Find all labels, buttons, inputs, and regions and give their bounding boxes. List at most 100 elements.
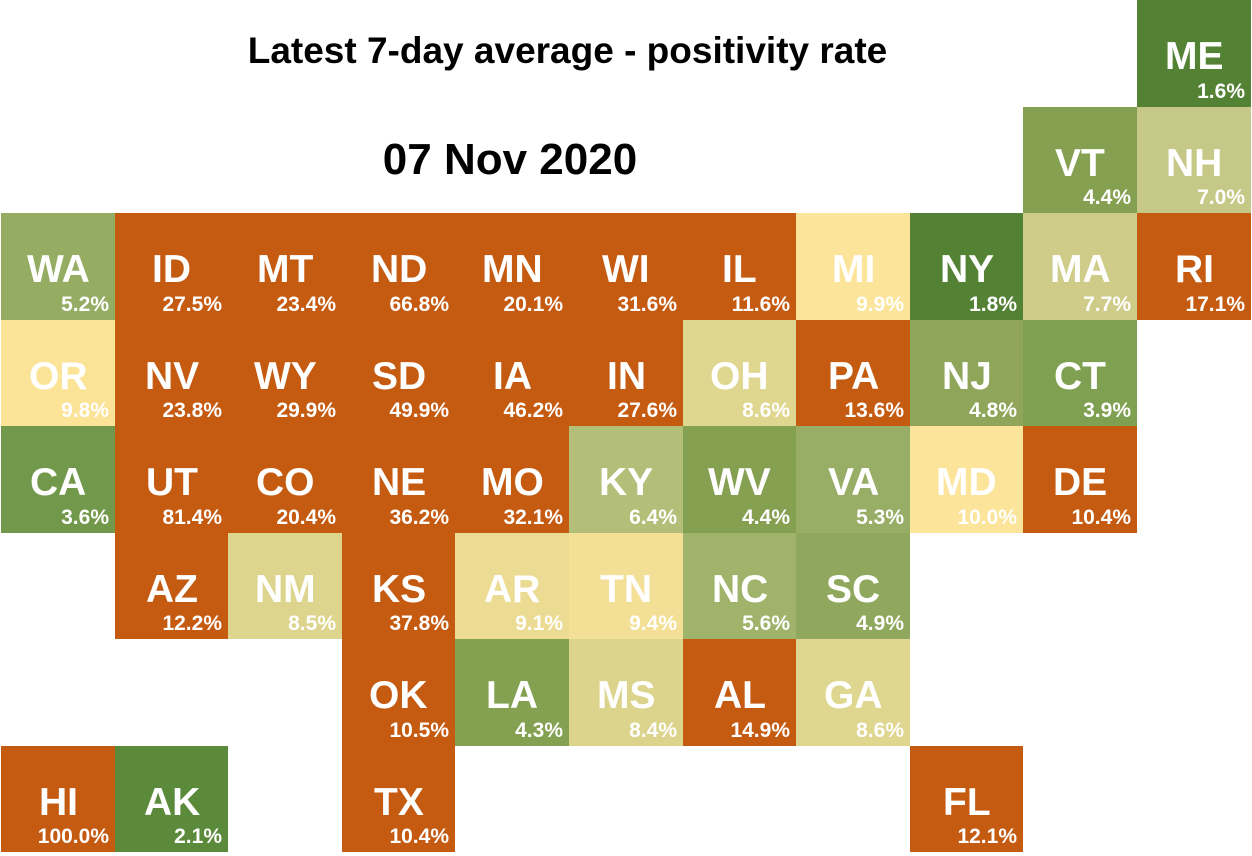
state-tile-ms: MS 8.4% <box>569 639 683 746</box>
state-abbr: MS <box>597 674 656 717</box>
state-positivity-value: 100.0% <box>37 825 109 848</box>
state-abbr: NJ <box>942 355 992 398</box>
state-tile-ak: AK 2.1% <box>115 746 228 852</box>
state-positivity-value: 32.1% <box>503 506 563 529</box>
state-tile-nd: ND 66.8% <box>342 213 455 320</box>
state-abbr: NM <box>255 568 316 611</box>
state-tile-co: CO 20.4% <box>228 426 342 533</box>
state-positivity-value: 27.6% <box>617 399 677 422</box>
state-positivity-value: 7.7% <box>1083 293 1131 316</box>
state-abbr: OH <box>710 355 769 398</box>
state-positivity-value: 27.5% <box>162 293 222 316</box>
state-tile-me: ME 1.6% <box>1137 0 1251 107</box>
state-abbr: WY <box>254 355 317 398</box>
state-tile-ct: CT 3.9% <box>1023 320 1137 426</box>
state-tile-ga: GA 8.6% <box>796 639 910 746</box>
state-tile-or: OR 9.8% <box>1 320 115 426</box>
state-abbr: DE <box>1053 461 1108 504</box>
state-tile-sd: SD 49.9% <box>342 320 455 426</box>
state-tile-wy: WY 29.9% <box>228 320 342 426</box>
state-positivity-value: 23.8% <box>162 399 222 422</box>
state-tile-ma: MA 7.7% <box>1023 213 1137 320</box>
state-abbr: AR <box>484 568 541 611</box>
state-abbr: ME <box>1165 35 1224 78</box>
state-positivity-value: 37.8% <box>389 612 449 635</box>
state-positivity-value: 8.6% <box>856 719 904 742</box>
state-abbr: FL <box>943 781 991 824</box>
state-tile-ca: CA 3.6% <box>1 426 115 533</box>
state-abbr: WV <box>708 461 771 504</box>
state-positivity-value: 4.9% <box>856 612 904 635</box>
state-tile-ia: IA 46.2% <box>455 320 569 426</box>
state-tile-ar: AR 9.1% <box>455 533 569 639</box>
state-abbr: CA <box>30 461 87 504</box>
state-tile-nc: NC 5.6% <box>683 533 796 639</box>
state-abbr: ID <box>152 248 191 291</box>
state-positivity-value: 6.4% <box>629 506 677 529</box>
state-positivity-value: 12.2% <box>162 612 222 635</box>
state-positivity-value: 1.6% <box>1197 80 1245 103</box>
state-abbr: MA <box>1050 248 1111 291</box>
state-abbr: CT <box>1054 355 1106 398</box>
state-tile-wv: WV 4.4% <box>683 426 796 533</box>
state-tile-nm: NM 8.5% <box>228 533 342 639</box>
state-positivity-value: 7.0% <box>1197 186 1245 209</box>
state-abbr: HI <box>39 781 78 824</box>
state-abbr: MN <box>482 248 543 291</box>
state-tile-nv: NV 23.8% <box>115 320 228 426</box>
state-positivity-value: 8.4% <box>629 719 677 742</box>
state-tile-id: ID 27.5% <box>115 213 228 320</box>
state-tile-va: VA 5.3% <box>796 426 910 533</box>
state-abbr: IN <box>607 355 646 398</box>
state-tile-sc: SC 4.9% <box>796 533 910 639</box>
state-abbr: SD <box>372 355 427 398</box>
state-abbr: TN <box>600 568 652 611</box>
state-tile-ky: KY 6.4% <box>569 426 683 533</box>
state-positivity-value: 4.3% <box>515 719 563 742</box>
state-abbr: IL <box>722 248 757 291</box>
state-abbr: GA <box>824 674 883 717</box>
state-positivity-value: 10.4% <box>1071 506 1131 529</box>
state-positivity-value: 4.8% <box>969 399 1017 422</box>
state-abbr: AK <box>144 781 201 824</box>
state-abbr: KS <box>372 568 427 611</box>
state-positivity-value: 10.5% <box>389 719 449 742</box>
state-abbr: LA <box>486 674 538 717</box>
state-positivity-value: 3.6% <box>61 506 109 529</box>
state-positivity-value: 8.5% <box>288 612 336 635</box>
state-abbr: IA <box>493 355 532 398</box>
map-title: Latest 7-day average - positivity rate <box>247 30 888 71</box>
state-positivity-value: 9.4% <box>629 612 677 635</box>
state-positivity-value: 11.6% <box>731 293 790 316</box>
state-positivity-value: 46.2% <box>503 399 563 422</box>
state-tile-mt: MT 23.4% <box>228 213 342 320</box>
state-positivity-value: 36.2% <box>389 506 449 529</box>
state-abbr: NH <box>1166 142 1223 185</box>
state-tile-nj: NJ 4.8% <box>910 320 1023 426</box>
state-positivity-value: 20.4% <box>276 506 336 529</box>
state-abbr: NV <box>145 355 200 398</box>
state-positivity-value: 66.8% <box>389 293 449 316</box>
state-abbr: OR <box>29 355 88 398</box>
state-abbr: VA <box>828 461 880 504</box>
state-abbr: PA <box>828 355 880 398</box>
state-abbr: AZ <box>146 568 198 611</box>
state-tile-pa: PA 13.6% <box>796 320 910 426</box>
state-tile-oh: OH 8.6% <box>683 320 796 426</box>
state-abbr: UT <box>146 461 198 504</box>
state-positivity-value: 9.1% <box>515 612 563 635</box>
state-tile-il: IL 11.6% <box>683 213 796 320</box>
state-abbr: MD <box>936 461 997 504</box>
state-abbr: SC <box>826 568 881 611</box>
state-tile-ri: RI 17.1% <box>1137 213 1251 320</box>
state-tile-ne: NE 36.2% <box>342 426 455 533</box>
state-positivity-value: 29.9% <box>276 399 336 422</box>
state-positivity-value: 5.2% <box>61 293 109 316</box>
state-positivity-value: 2.1% <box>174 825 222 848</box>
state-positivity-value: 17.1% <box>1185 293 1245 316</box>
state-abbr: ND <box>371 248 428 291</box>
state-tile-mo: MO 32.1% <box>455 426 569 533</box>
state-tile-hi: HI 100.0% <box>1 746 115 852</box>
state-positivity-value: 3.9% <box>1083 399 1131 422</box>
state-abbr: WI <box>602 248 650 291</box>
